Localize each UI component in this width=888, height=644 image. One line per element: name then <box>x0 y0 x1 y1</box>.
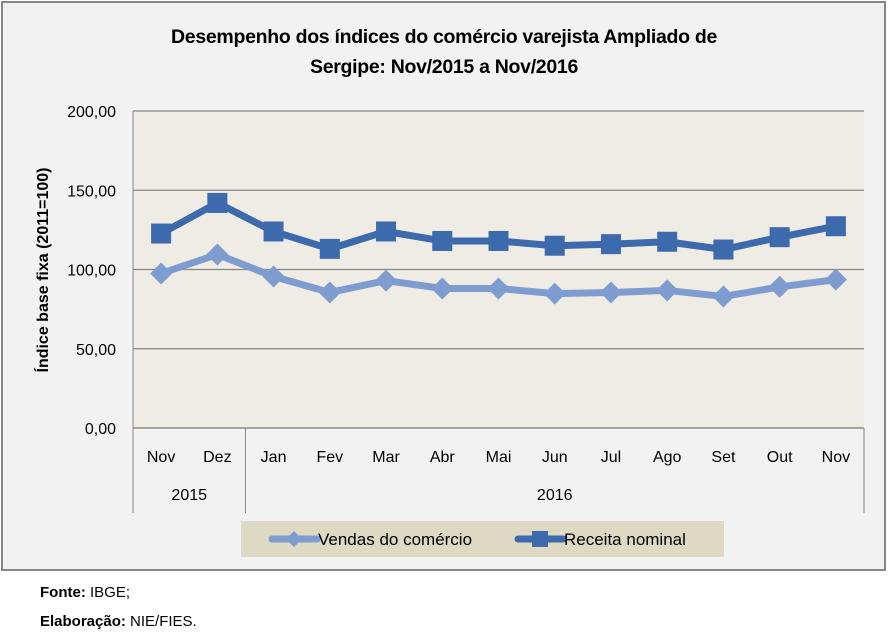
x-tick-label: Mai <box>486 449 512 466</box>
x-group-label: 2016 <box>537 487 573 504</box>
legend: Vendas do comércio Receita nominal <box>241 521 724 557</box>
data-point-diamond <box>824 268 847 291</box>
data-point-square <box>376 221 397 242</box>
data-point-square <box>600 234 621 255</box>
y-axis-label: Índice base fixa (2011=100) <box>33 167 52 372</box>
data-point-diamond <box>712 285 735 308</box>
y-tick-label: 100,00 <box>67 263 116 280</box>
x-group-label: 2015 <box>171 487 207 504</box>
data-point-diamond <box>768 275 791 298</box>
data-point-square <box>825 216 846 237</box>
data-point-square <box>432 230 453 251</box>
data-point-square <box>207 192 228 213</box>
footer-credit-value: NIE/FIES. <box>125 613 197 630</box>
data-point-diamond <box>431 277 454 300</box>
data-point-diamond <box>543 282 566 305</box>
legend-marker-square <box>532 531 548 547</box>
x-tick-label: Nov <box>822 449 850 466</box>
x-tick-label: Abr <box>430 449 456 466</box>
x-tick-label: Jan <box>261 449 287 466</box>
footer-source: Fonte: IBGE; <box>40 578 197 607</box>
data-point-diamond <box>375 269 398 292</box>
legend-item: Vendas do comércio <box>268 530 472 549</box>
data-point-square <box>319 238 340 259</box>
footer-source-value: IBGE; <box>85 584 131 601</box>
x-tick-label: Fev <box>316 449 343 466</box>
chart-title-line1: Desempenho dos índices do comércio varej… <box>171 26 717 48</box>
footer-source-label: Fonte: <box>40 584 86 601</box>
data-point-diamond <box>599 281 622 304</box>
x-tick-label: Jun <box>542 449 568 466</box>
data-point-diamond <box>656 279 679 302</box>
legend-box <box>241 521 724 557</box>
x-tick-label: Ago <box>653 449 682 466</box>
x-tick-label: Set <box>711 449 736 466</box>
data-point-diamond <box>206 243 229 266</box>
y-axis-ticks: 0,00 50,00 100,00 150,00 200,00 <box>67 104 116 438</box>
x-tick-label: Out <box>767 449 793 466</box>
series-vendas-do-comércio <box>150 243 847 308</box>
x-tick-label: Nov <box>147 449 175 466</box>
legend-item: Receita nominal <box>514 530 686 549</box>
legend-marker-diamond <box>286 531 302 547</box>
data-point-square <box>657 231 678 252</box>
x-axis: Nov Dez Jan Fev Mar Abr Mai Jun Jul Ago Set Out Nov 2… <box>132 427 865 513</box>
data-point-square <box>713 239 734 260</box>
data-point-square <box>488 230 509 251</box>
x-tick-label: Dez <box>203 449 231 466</box>
data-point-square <box>263 221 284 242</box>
legend-label: Receita nominal <box>564 530 686 549</box>
series-receita-nominal <box>151 192 846 260</box>
y-tick-label: 0,00 <box>85 421 116 438</box>
footer: Fonte: IBGE; Elaboração: NIE/FIES. <box>40 578 197 636</box>
y-tick-label: 200,00 <box>67 104 116 121</box>
data-point-diamond <box>150 262 173 285</box>
series-layer <box>150 192 847 308</box>
data-point-diamond <box>262 265 285 288</box>
x-tick-label: Jul <box>601 449 621 466</box>
data-point-diamond <box>318 281 341 304</box>
chart-title-line2: Sergipe: Nov/2015 a Nov/2016 <box>310 56 578 78</box>
data-point-square <box>151 223 172 244</box>
chart-title: Desempenho dos índices do comércio varej… <box>0 22 888 82</box>
y-tick-label: 150,00 <box>67 183 116 200</box>
data-point-square <box>544 235 565 256</box>
footer-credit: Elaboração: NIE/FIES. <box>40 607 197 636</box>
legend-label: Vendas do comércio <box>318 530 472 549</box>
data-point-diamond <box>487 277 510 300</box>
footer-credit-label: Elaboração: <box>40 613 126 630</box>
x-tick-label: Mar <box>372 449 400 466</box>
data-point-square <box>769 227 790 248</box>
y-tick-label: 50,00 <box>76 342 116 359</box>
